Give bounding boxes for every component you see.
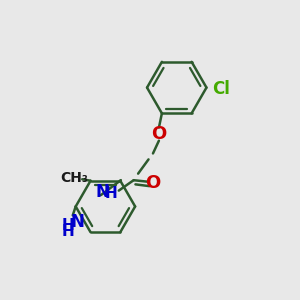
Text: N: N: [70, 213, 84, 231]
Text: H: H: [62, 218, 75, 233]
Text: N: N: [95, 183, 110, 201]
Text: Cl: Cl: [212, 80, 230, 98]
Text: CH₃: CH₃: [60, 171, 88, 185]
Text: H: H: [105, 186, 118, 201]
Text: H: H: [62, 224, 75, 239]
Text: O: O: [151, 125, 166, 143]
Text: O: O: [145, 174, 160, 192]
